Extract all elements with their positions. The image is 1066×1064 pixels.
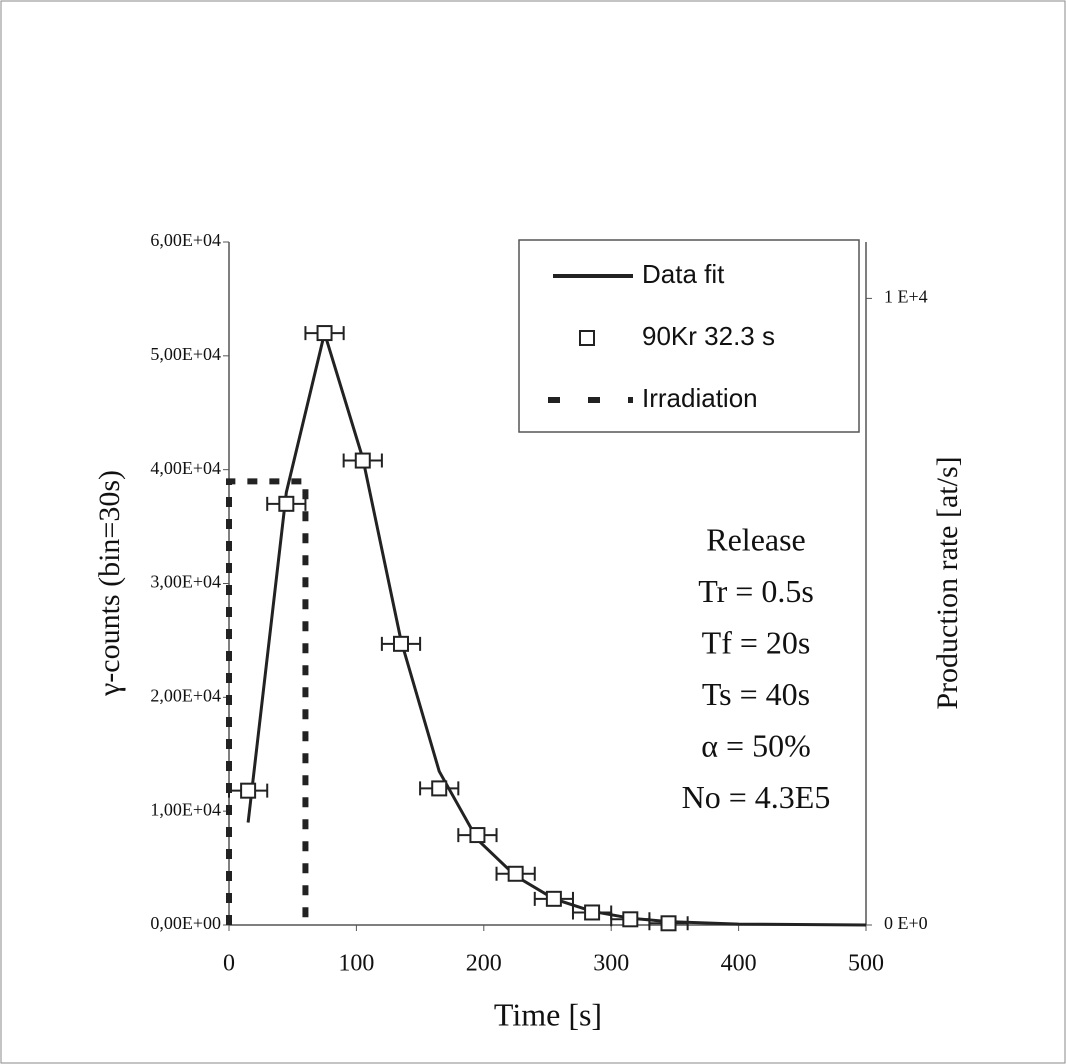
data-point (622, 911, 639, 928)
data-point (316, 325, 333, 342)
legend-label: 90Kr 32.3 s (642, 321, 775, 351)
data-point (240, 782, 257, 799)
y-axis-label: γ-counts (bin=30s) (93, 470, 126, 697)
x-tick-label: 400 (721, 951, 757, 977)
annotation: α = 50% (701, 727, 810, 763)
x-axis-label: Time [s] (494, 996, 602, 1032)
data-point (431, 780, 448, 797)
data-point (469, 827, 486, 844)
y-tick-label: 4,00E+04 (150, 458, 221, 478)
legend-label: Irradiation (642, 383, 758, 413)
annotation: Ts = 40s (702, 676, 810, 712)
annotation: Tf = 20s (702, 624, 811, 660)
legend-box (518, 239, 860, 433)
x-tick-label: 500 (848, 951, 884, 977)
y2-axis-label: Production rate [at/s] (931, 456, 964, 709)
y-tick-label: 2,00E+04 (150, 685, 221, 705)
y2-tick-label: 1 E+4 (884, 287, 928, 307)
data-point (545, 890, 562, 907)
data-point (392, 635, 409, 652)
y-tick-label: 0,00E+00 (150, 913, 221, 933)
y-tick-label: 5,00E+04 (150, 344, 221, 364)
data-point (278, 495, 295, 512)
legend-label: Data fit (642, 259, 725, 289)
series-line (226, 478, 309, 925)
annotation: Release (706, 521, 806, 557)
data-point (660, 915, 677, 932)
data-point (354, 452, 371, 469)
data-point (584, 904, 601, 921)
x-tick-label: 0 (223, 951, 235, 977)
x-tick-label: 100 (338, 951, 374, 977)
legend-marker (579, 330, 595, 346)
annotation: No = 4.3E5 (682, 779, 831, 815)
y2-tick-label: 0 E+0 (884, 913, 928, 933)
x-tick-label: 300 (593, 951, 629, 977)
y-tick-label: 6,00E+04 (150, 230, 221, 250)
y-tick-label: 3,00E+04 (150, 572, 221, 592)
y-tick-label: 1,00E+04 (150, 799, 221, 819)
x-tick-label: 200 (466, 951, 502, 977)
data-point (507, 865, 524, 882)
annotation: Tr = 0.5s (698, 573, 814, 609)
